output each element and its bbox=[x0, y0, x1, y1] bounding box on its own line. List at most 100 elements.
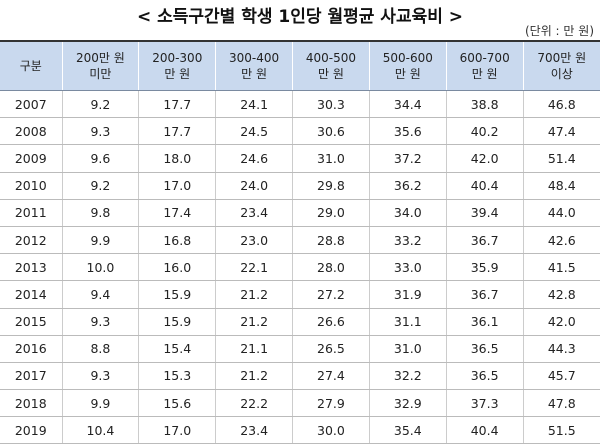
value-cell: 36.7 bbox=[445, 226, 524, 255]
value-cell: 47.8 bbox=[522, 389, 600, 418]
table-body: 2007 9.2 17.7 24.1 30.3 34.4 38.8 46.8 2008 9.3 17… bbox=[0, 90, 600, 444]
value-cell: 16.8 bbox=[138, 226, 216, 255]
value-cell: 36.2 bbox=[368, 172, 447, 200]
value-cell: 30.0 bbox=[292, 416, 370, 444]
value-cell: 24.6 bbox=[215, 144, 293, 173]
value-cell: 47.4 bbox=[522, 117, 600, 146]
value-cell: 21.1 bbox=[215, 335, 293, 363]
value-cell: 17.0 bbox=[138, 416, 216, 444]
value-cell: 35.6 bbox=[368, 117, 447, 146]
value-cell: 39.4 bbox=[445, 199, 524, 227]
table-row: 2019 10.4 17.0 23.4 30.0 35.4 40.4 51.5 bbox=[0, 416, 600, 444]
value-cell: 9.9 bbox=[61, 389, 139, 418]
year-cell: 2016 bbox=[0, 335, 62, 363]
value-cell: 21.2 bbox=[215, 308, 293, 336]
value-cell: 31.0 bbox=[292, 144, 370, 173]
value-cell: 21.2 bbox=[215, 280, 293, 309]
table-row: 2016 8.8 15.4 21.1 26.5 31.0 36.5 44.3 bbox=[0, 335, 600, 363]
column-header: 300-400 만 원 bbox=[215, 40, 293, 91]
year-cell: 2015 bbox=[0, 308, 62, 336]
table-row: 2012 9.9 16.8 23.0 28.8 33.2 36.7 42.6 bbox=[0, 226, 600, 255]
column-header: 구분 bbox=[0, 40, 62, 91]
value-cell: 24.1 bbox=[215, 90, 293, 119]
value-cell: 40.2 bbox=[445, 117, 524, 146]
value-cell: 29.8 bbox=[292, 172, 370, 200]
header-line: 700만 원 bbox=[537, 51, 587, 65]
year-cell: 2007 bbox=[0, 90, 62, 119]
value-cell: 42.0 bbox=[522, 308, 600, 336]
header-line: 200만 원 bbox=[76, 51, 125, 65]
value-cell: 36.5 bbox=[445, 335, 524, 363]
value-cell: 17.4 bbox=[138, 199, 216, 227]
value-cell: 40.4 bbox=[445, 416, 524, 444]
value-cell: 45.7 bbox=[522, 362, 600, 391]
header-line: 300-400 bbox=[229, 51, 280, 65]
header-line: 만 원 bbox=[471, 67, 498, 81]
column-header: 200만 원 미만 bbox=[61, 40, 139, 91]
column-header: 600-700 만 원 bbox=[445, 40, 524, 91]
value-cell: 46.8 bbox=[522, 90, 600, 119]
value-cell: 35.9 bbox=[445, 253, 524, 282]
value-cell: 29.0 bbox=[292, 199, 370, 227]
value-cell: 15.6 bbox=[138, 389, 216, 418]
value-cell: 32.9 bbox=[368, 389, 447, 418]
table-row: 2011 9.8 17.4 23.4 29.0 34.0 39.4 44.0 bbox=[0, 199, 600, 227]
value-cell: 24.0 bbox=[215, 172, 293, 200]
header-line: 만 원 bbox=[394, 67, 421, 81]
value-cell: 21.2 bbox=[215, 362, 293, 391]
value-cell: 15.9 bbox=[138, 308, 216, 336]
header-line: 만 원 bbox=[164, 67, 191, 81]
unit-note: (단위 : 만 원) bbox=[524, 24, 594, 38]
value-cell: 44.3 bbox=[522, 335, 600, 363]
header-line: 이상 bbox=[550, 67, 573, 81]
value-cell: 36.5 bbox=[445, 362, 524, 391]
value-cell: 31.0 bbox=[368, 335, 447, 363]
value-cell: 23.4 bbox=[215, 416, 293, 444]
value-cell: 41.5 bbox=[522, 253, 600, 282]
value-cell: 30.6 bbox=[292, 117, 370, 146]
year-cell: 2017 bbox=[0, 362, 62, 391]
value-cell: 22.1 bbox=[215, 253, 293, 282]
value-cell: 31.1 bbox=[368, 308, 447, 336]
table-row: 2017 9.3 15.3 21.2 27.4 32.2 36.5 45.7 bbox=[0, 362, 600, 391]
value-cell: 28.0 bbox=[292, 253, 370, 282]
header-row: 구분 200만 원 미만 200-300 만 원 300-400 만 원 400-500 만 원… bbox=[0, 40, 600, 91]
value-cell: 51.4 bbox=[522, 144, 600, 173]
value-cell: 9.9 bbox=[61, 226, 139, 255]
value-cell: 10.4 bbox=[61, 416, 139, 444]
value-cell: 26.5 bbox=[292, 335, 370, 363]
table-row: 2018 9.9 15.6 22.2 27.9 32.9 37.3 47.8 bbox=[0, 389, 600, 418]
value-cell: 15.4 bbox=[138, 335, 216, 363]
value-cell: 26.6 bbox=[292, 308, 370, 336]
value-cell: 9.3 bbox=[61, 362, 139, 391]
header-line: 만 원 bbox=[318, 67, 344, 81]
value-cell: 24.5 bbox=[215, 117, 293, 146]
value-cell: 48.4 bbox=[522, 172, 600, 200]
value-cell: 31.9 bbox=[368, 280, 447, 309]
table-row: 2013 10.0 16.0 22.1 28.0 33.0 35.9 41.5 bbox=[0, 253, 600, 282]
year-cell: 2012 bbox=[0, 226, 62, 255]
value-cell: 28.8 bbox=[292, 226, 370, 255]
data-table: 구분 200만 원 미만 200-300 만 원 300-400 만 원 400-500 만 원… bbox=[0, 40, 600, 444]
value-cell: 23.0 bbox=[215, 226, 293, 255]
value-cell: 16.0 bbox=[138, 253, 216, 282]
value-cell: 40.4 bbox=[445, 172, 524, 200]
value-cell: 37.2 bbox=[368, 144, 447, 173]
value-cell: 42.8 bbox=[522, 280, 600, 309]
header-line: 400-500 bbox=[305, 51, 357, 65]
table-row: 2010 9.2 17.0 24.0 29.8 36.2 40.4 48.4 bbox=[0, 172, 600, 200]
header-line: 600-700 bbox=[459, 51, 510, 65]
title: < 소득구간별 학생 1인당 월평균 사교육비 > bbox=[136, 7, 464, 27]
table-row: 2007 9.2 17.7 24.1 30.3 34.4 38.8 46.8 bbox=[0, 90, 600, 119]
value-cell: 17.7 bbox=[138, 90, 216, 119]
value-cell: 17.7 bbox=[138, 117, 216, 146]
value-cell: 36.1 bbox=[445, 308, 524, 336]
value-cell: 30.3 bbox=[292, 90, 370, 119]
value-cell: 44.0 bbox=[522, 199, 600, 227]
value-cell: 8.8 bbox=[61, 335, 139, 363]
year-cell: 2014 bbox=[0, 280, 62, 309]
value-cell: 51.5 bbox=[522, 416, 600, 444]
value-cell: 10.0 bbox=[61, 253, 139, 282]
